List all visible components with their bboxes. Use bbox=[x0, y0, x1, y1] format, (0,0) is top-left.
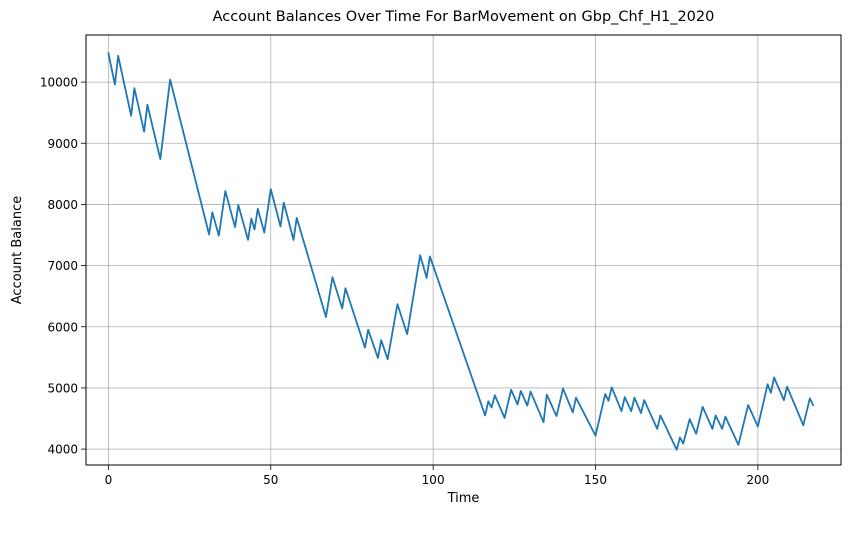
x-tick-label: 200 bbox=[746, 473, 769, 487]
x-tick-label: 150 bbox=[584, 473, 607, 487]
y-tick-label: 10000 bbox=[40, 76, 78, 90]
y-axis: 4000 5000 6000 7000 8000 9000 10000 bbox=[40, 76, 86, 457]
plot-area-background bbox=[86, 35, 841, 465]
y-tick-label: 4000 bbox=[47, 443, 78, 457]
x-tick-label: 100 bbox=[422, 473, 445, 487]
y-tick-label: 5000 bbox=[47, 381, 78, 395]
plot-frame bbox=[85, 34, 842, 466]
x-axis-label: Time bbox=[447, 491, 480, 506]
x-tick-label: 50 bbox=[263, 473, 278, 487]
y-tick-label: 7000 bbox=[47, 259, 78, 273]
y-tick-label: 9000 bbox=[47, 137, 78, 151]
y-tick-label: 8000 bbox=[47, 198, 78, 212]
series-layer bbox=[107, 52, 815, 451]
y-tick-label: 6000 bbox=[47, 320, 78, 334]
series-line bbox=[107, 52, 815, 451]
x-tick-label: 0 bbox=[105, 473, 113, 487]
grid bbox=[86, 35, 841, 465]
chart-title: Account Balances Over Time For BarMoveme… bbox=[213, 9, 715, 25]
y-axis-label: Account Balance bbox=[10, 196, 25, 304]
x-axis: 0 50 100 150 200 bbox=[105, 465, 769, 487]
